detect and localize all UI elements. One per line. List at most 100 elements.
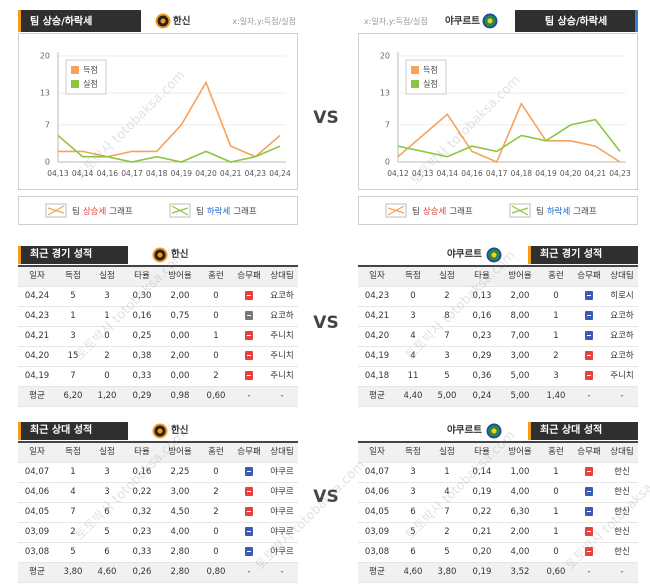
table-cell: 2 — [553, 351, 559, 361]
footer-label-part: 상승세 — [423, 206, 446, 217]
table-cell: 4 — [70, 487, 76, 497]
average-cell: 2,80 — [170, 567, 190, 577]
table-row: 04,19 4 3 0,29 3,00 2 요코하 — [358, 347, 638, 367]
result-icon — [585, 507, 593, 516]
average-cell: 평균 — [29, 567, 45, 577]
result-icon — [245, 547, 253, 556]
table-cell: 03,09 — [24, 527, 50, 537]
vs-label: VS — [313, 487, 339, 507]
legend-label: 실점 — [83, 79, 98, 89]
result-cell — [232, 347, 266, 366]
table-row: 03,08 5 6 0,33 2,80 0 야쿠르 — [18, 543, 298, 563]
table-cell: 2,80 — [170, 547, 190, 557]
footer-icon-lines — [387, 205, 405, 216]
team-name: 야쿠르트 — [447, 249, 482, 260]
table-cell: 3 — [104, 291, 110, 301]
result-cell — [572, 483, 606, 502]
column-header: 타율 — [134, 447, 150, 457]
table-title: 최근 상대 성적 — [18, 422, 128, 440]
average-cell: 4,40 — [403, 391, 423, 401]
chart-header-box — [515, 10, 638, 32]
y-tick-label: 20 — [40, 52, 50, 61]
result-icon — [585, 291, 593, 300]
column-header: 타율 — [474, 271, 490, 281]
chart-frame — [18, 33, 298, 190]
table-cell: 6 — [410, 547, 416, 557]
table-cell: 주니치 — [610, 371, 634, 381]
table-cell: 3 — [410, 467, 416, 477]
average-cell: 0,98 — [170, 391, 190, 401]
result-icon — [585, 467, 593, 476]
table-header-row: 일자 득점 실점 타율 방어율 홈런 승무패 상대팀 — [358, 443, 638, 463]
average-cell: 0,26 — [132, 567, 152, 577]
result-icon — [245, 371, 253, 380]
table-row: 03,08 6 5 0,20 4,00 0 한신 — [358, 543, 638, 563]
table: 일자 득점 실점 타율 방어율 홈런 승무패 상대팀 04,07 1 3 0,16 2,25 0 야쿠르 04… — [18, 441, 298, 583]
y-tick-label: 0 — [45, 158, 50, 167]
table-cell: 04,05 — [24, 507, 50, 517]
table-cell: 0 — [104, 371, 110, 381]
result-cell — [572, 307, 606, 326]
table-row: 04,06 3 4 0,19 4,00 0 한신 — [358, 483, 638, 503]
result-icon — [585, 351, 593, 360]
table-cell: 04,06 — [364, 487, 390, 497]
x-tick-label: 04,16 — [97, 169, 119, 178]
table-cell: 0,29 — [472, 351, 492, 361]
table-cell: 야쿠르 — [270, 547, 294, 557]
table-cell: 0,00 — [170, 371, 190, 381]
team-logo — [486, 247, 502, 263]
table-cell: 2 — [213, 371, 219, 381]
result-icon — [585, 487, 593, 496]
result-cell — [572, 327, 606, 346]
result-icon — [245, 291, 253, 300]
column-header: 상대팀 — [270, 271, 294, 281]
table-cell: 1,00 — [510, 467, 530, 477]
column-header: 실점 — [439, 447, 455, 457]
table-cell: 2,00 — [170, 291, 190, 301]
x-tick-label: 04,14 — [437, 169, 459, 178]
column-header: 상대팀 — [610, 271, 634, 281]
x-tick-label: 04,19 — [171, 169, 193, 178]
result-icon — [245, 507, 253, 516]
column-header: 방어율 — [508, 271, 532, 281]
table-cell: 3 — [70, 331, 76, 341]
footer-label: 팀 하락세 그래프 — [536, 206, 597, 217]
table-cell: 1 — [70, 311, 76, 321]
table-cell: 8,00 — [510, 311, 530, 321]
result-cell — [572, 367, 606, 386]
table-cell: 0 — [104, 331, 110, 341]
legend-box — [405, 59, 447, 95]
table-cell: 0,21 — [472, 527, 492, 537]
column-header: 상대팀 — [610, 447, 634, 457]
legend-swatch — [71, 66, 79, 74]
average-row: 평균 4,40 5,00 0,24 5,00 1,40 - - — [358, 387, 638, 407]
table-row: 04,21 3 0 0,25 0,00 1 주니치 — [18, 327, 298, 347]
table-cell: 04,20 — [364, 331, 390, 341]
result-cell — [572, 503, 606, 522]
table-cell: 5 — [104, 527, 110, 537]
table-cell: 04,05 — [364, 507, 390, 517]
column-header: 방어율 — [168, 447, 192, 457]
table-cell: 04,06 — [24, 487, 50, 497]
table-cell: 7 — [70, 371, 76, 381]
result-cell — [572, 543, 606, 562]
table-cell: 요코하 — [270, 291, 294, 301]
column-header: 실점 — [439, 271, 455, 281]
team-logo — [152, 423, 168, 439]
result-cell — [232, 287, 266, 306]
column-header: 방어율 — [508, 447, 532, 457]
table-cell: 4,00 — [170, 527, 190, 537]
result-icon — [245, 527, 253, 536]
series-line — [58, 80, 281, 158]
result-icon — [585, 547, 593, 556]
table-row: 04,05 7 6 0,32 4,50 2 야쿠르 — [18, 503, 298, 523]
legend-swatch — [411, 80, 419, 88]
axis-note: x:일자,y:득점/실점 — [364, 16, 428, 26]
average-cell: 4,60 — [403, 567, 423, 577]
table-row: 04,18 11 5 0,36 5,00 3 주니치 — [358, 367, 638, 387]
table-cell: 0,25 — [132, 331, 152, 341]
table-cell: 4,00 — [510, 487, 530, 497]
table-cell: 0 — [213, 467, 219, 477]
x-tick-label: 04,13 — [412, 169, 434, 178]
table-cell: 야쿠르 — [270, 487, 294, 497]
